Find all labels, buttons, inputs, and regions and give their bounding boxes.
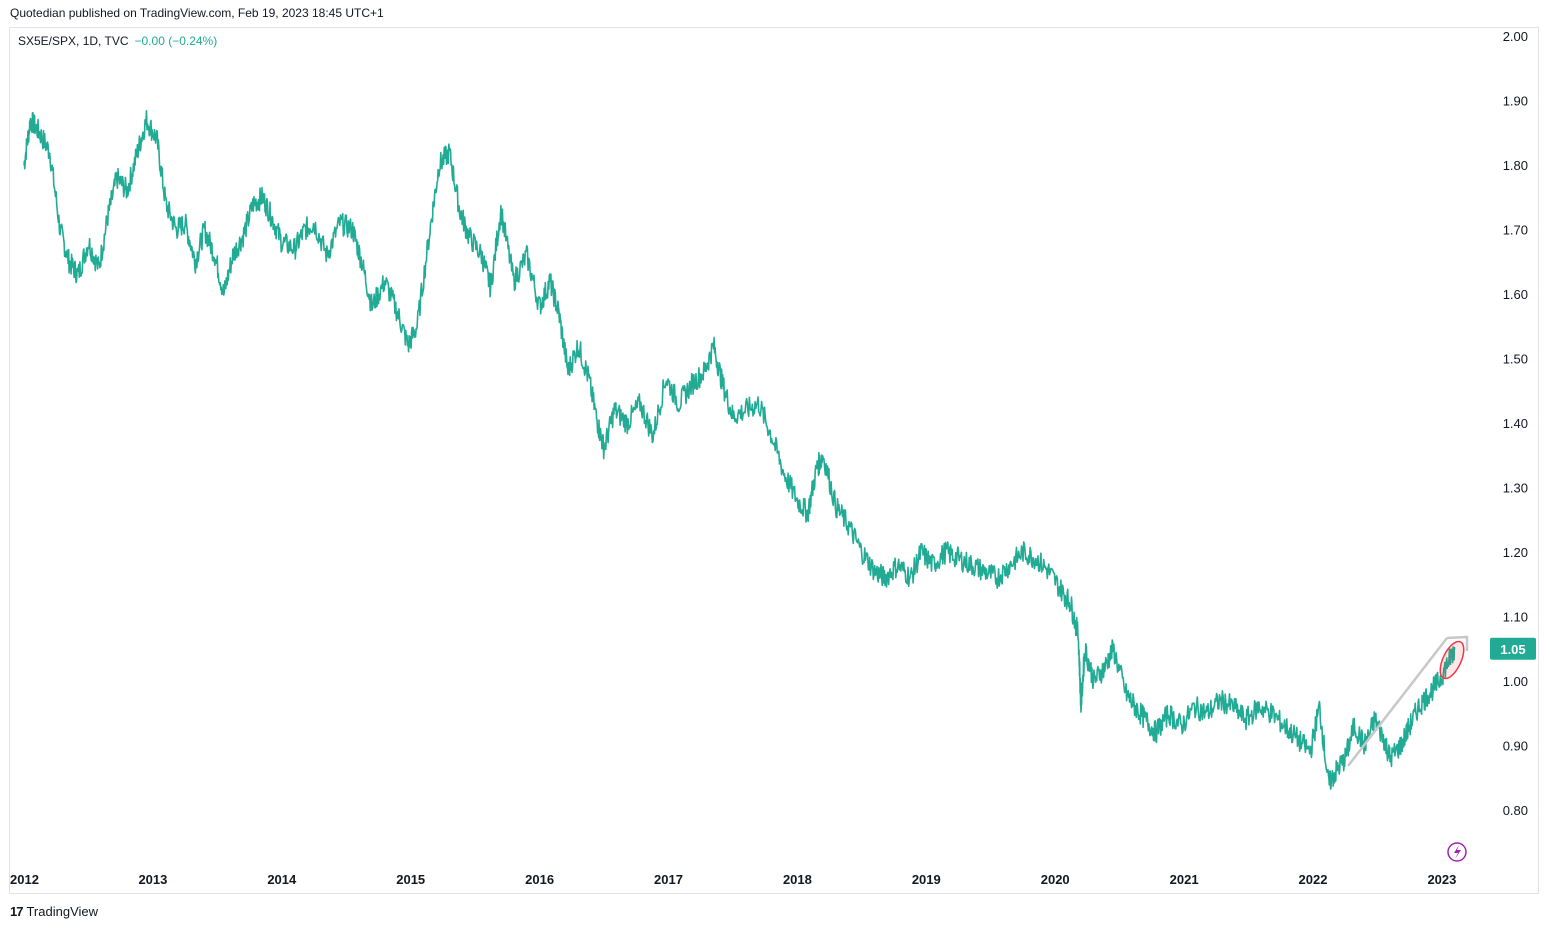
- y-tick-label: 0.80: [1503, 803, 1528, 818]
- price-line: [23, 110, 1456, 790]
- y-tick-label: 1.70: [1503, 223, 1528, 238]
- y-tick-label: 0.90: [1503, 739, 1528, 754]
- trend-arrow-head: [1446, 635, 1469, 651]
- y-tick-label: 1.90: [1503, 94, 1528, 109]
- lightning-icon: [1447, 842, 1467, 862]
- chart-frame: [9, 27, 1539, 894]
- y-tick-label: 1.80: [1503, 158, 1528, 173]
- y-tick-label: 1.10: [1503, 610, 1528, 625]
- x-tick-label: 2016: [525, 872, 554, 887]
- x-tick-label: 2014: [267, 872, 297, 887]
- x-tick-label: 2015: [396, 872, 425, 887]
- y-tick-label: 1.30: [1503, 481, 1528, 496]
- y-tick-label: 1.50: [1503, 352, 1528, 367]
- y-tick-label: 1.20: [1503, 545, 1528, 560]
- tradingview-logo-icon: 17: [10, 904, 24, 919]
- x-tick-label: 2022: [1299, 872, 1328, 887]
- last-price-badge: [1490, 637, 1536, 660]
- attribution-text: Quotedian published on TradingView.com, …: [10, 6, 384, 20]
- x-tick-label: 2020: [1041, 872, 1070, 887]
- y-tick-label: 1.40: [1503, 416, 1528, 431]
- x-tick-label: 2021: [1170, 872, 1199, 887]
- legend-change: −0.00 (−0.24%): [134, 34, 218, 48]
- trend-arrow-line: [1347, 637, 1448, 767]
- lightning-bolt-icon: [1454, 845, 1461, 859]
- x-tick-label: 2019: [912, 872, 941, 887]
- y-tick-label: 1.60: [1503, 287, 1528, 302]
- legend-symbol: SX5E/SPX, 1D, TVC: [18, 34, 129, 48]
- x-tick-label: 2018: [783, 872, 812, 887]
- y-tick-label: 2.00: [1503, 29, 1528, 44]
- x-tick-label: 2013: [138, 872, 167, 887]
- x-tick-label: 2012: [10, 872, 39, 887]
- highlight-ellipse: [1439, 640, 1465, 680]
- y-tick-label: 1.00: [1503, 674, 1528, 689]
- x-tick-label: 2023: [1427, 872, 1456, 887]
- footer-brand[interactable]: 17 TradingView: [10, 904, 98, 919]
- chart-legend: SX5E/SPX, 1D, TVC −0.00 (−0.24%): [18, 34, 217, 48]
- x-tick-label: 2017: [654, 872, 683, 887]
- brand-name: TradingView: [26, 904, 99, 919]
- last-price-label: 1.05: [1500, 642, 1525, 657]
